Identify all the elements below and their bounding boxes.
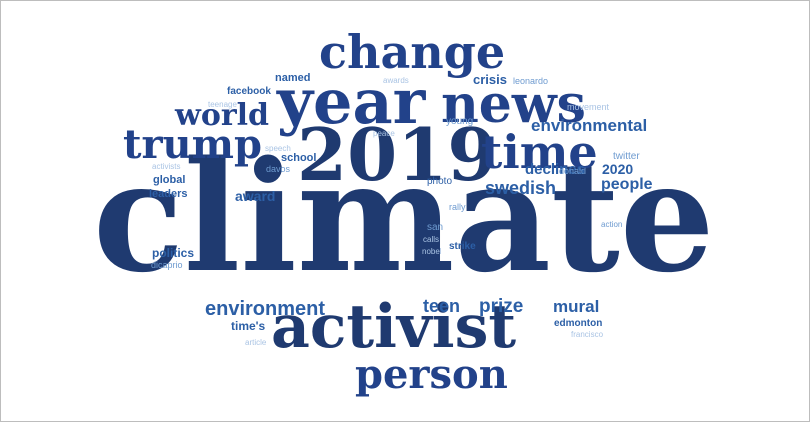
word-crisis: crisis — [473, 72, 507, 87]
word-peace: peace — [373, 129, 395, 138]
word-declines: declines — [525, 161, 586, 178]
word-2020: 2020 — [602, 161, 634, 177]
word-news: news — [441, 74, 586, 135]
word-awards: awards — [383, 76, 409, 85]
word-politics: politics — [152, 246, 195, 260]
word-times: time's — [231, 319, 266, 333]
word-2019: 2019 — [297, 112, 498, 197]
word-time: time — [481, 125, 598, 179]
word-dicaprio: dicaprio — [151, 260, 183, 270]
word-environmental: environmental — [531, 116, 648, 135]
word-leonardo: leonardo — [513, 76, 549, 86]
word-school: school — [281, 152, 317, 164]
word-leaders: leaders — [149, 188, 188, 200]
word-prize: prize — [479, 296, 524, 317]
word-year: year — [277, 65, 426, 138]
word-rally: rally — [449, 202, 466, 212]
word-named: named — [275, 72, 311, 84]
word-teen: teen — [423, 296, 461, 316]
word-teenage: teenage — [208, 100, 237, 109]
word-photo: photo — [427, 176, 453, 187]
word-mural: mural — [553, 297, 600, 316]
word-movement: movement — [567, 102, 610, 112]
word-activist: activist — [271, 292, 517, 362]
word-speech: speech — [265, 144, 291, 153]
word-article: article — [245, 338, 267, 347]
word-award: award — [235, 188, 276, 204]
word-action: action — [601, 220, 623, 229]
word-climate: climate — [93, 127, 715, 306]
word-global: global — [153, 174, 186, 186]
word-francisco: francisco — [571, 330, 604, 339]
word-swedish: swedish — [485, 178, 557, 198]
word-activists: activists — [152, 162, 181, 171]
word-davos: davos — [266, 164, 291, 174]
word-twitter: twitter — [613, 151, 640, 162]
word-trump: trump — [123, 121, 262, 168]
word-calls: calls — [423, 235, 440, 244]
word-young: young — [446, 116, 474, 127]
word-san: san — [427, 222, 444, 233]
word-world: world — [175, 98, 270, 133]
word-facebook: facebook — [227, 86, 271, 97]
word-edmonton: edmonton — [554, 318, 603, 329]
word-change: change — [319, 25, 506, 79]
word-donald: donald — [559, 166, 587, 176]
word-nobel: nobel — [422, 247, 442, 256]
word-person: person — [355, 351, 508, 398]
word-environment: environment — [205, 298, 326, 320]
word-strike: strike — [449, 241, 476, 252]
word-people: people — [601, 176, 653, 193]
